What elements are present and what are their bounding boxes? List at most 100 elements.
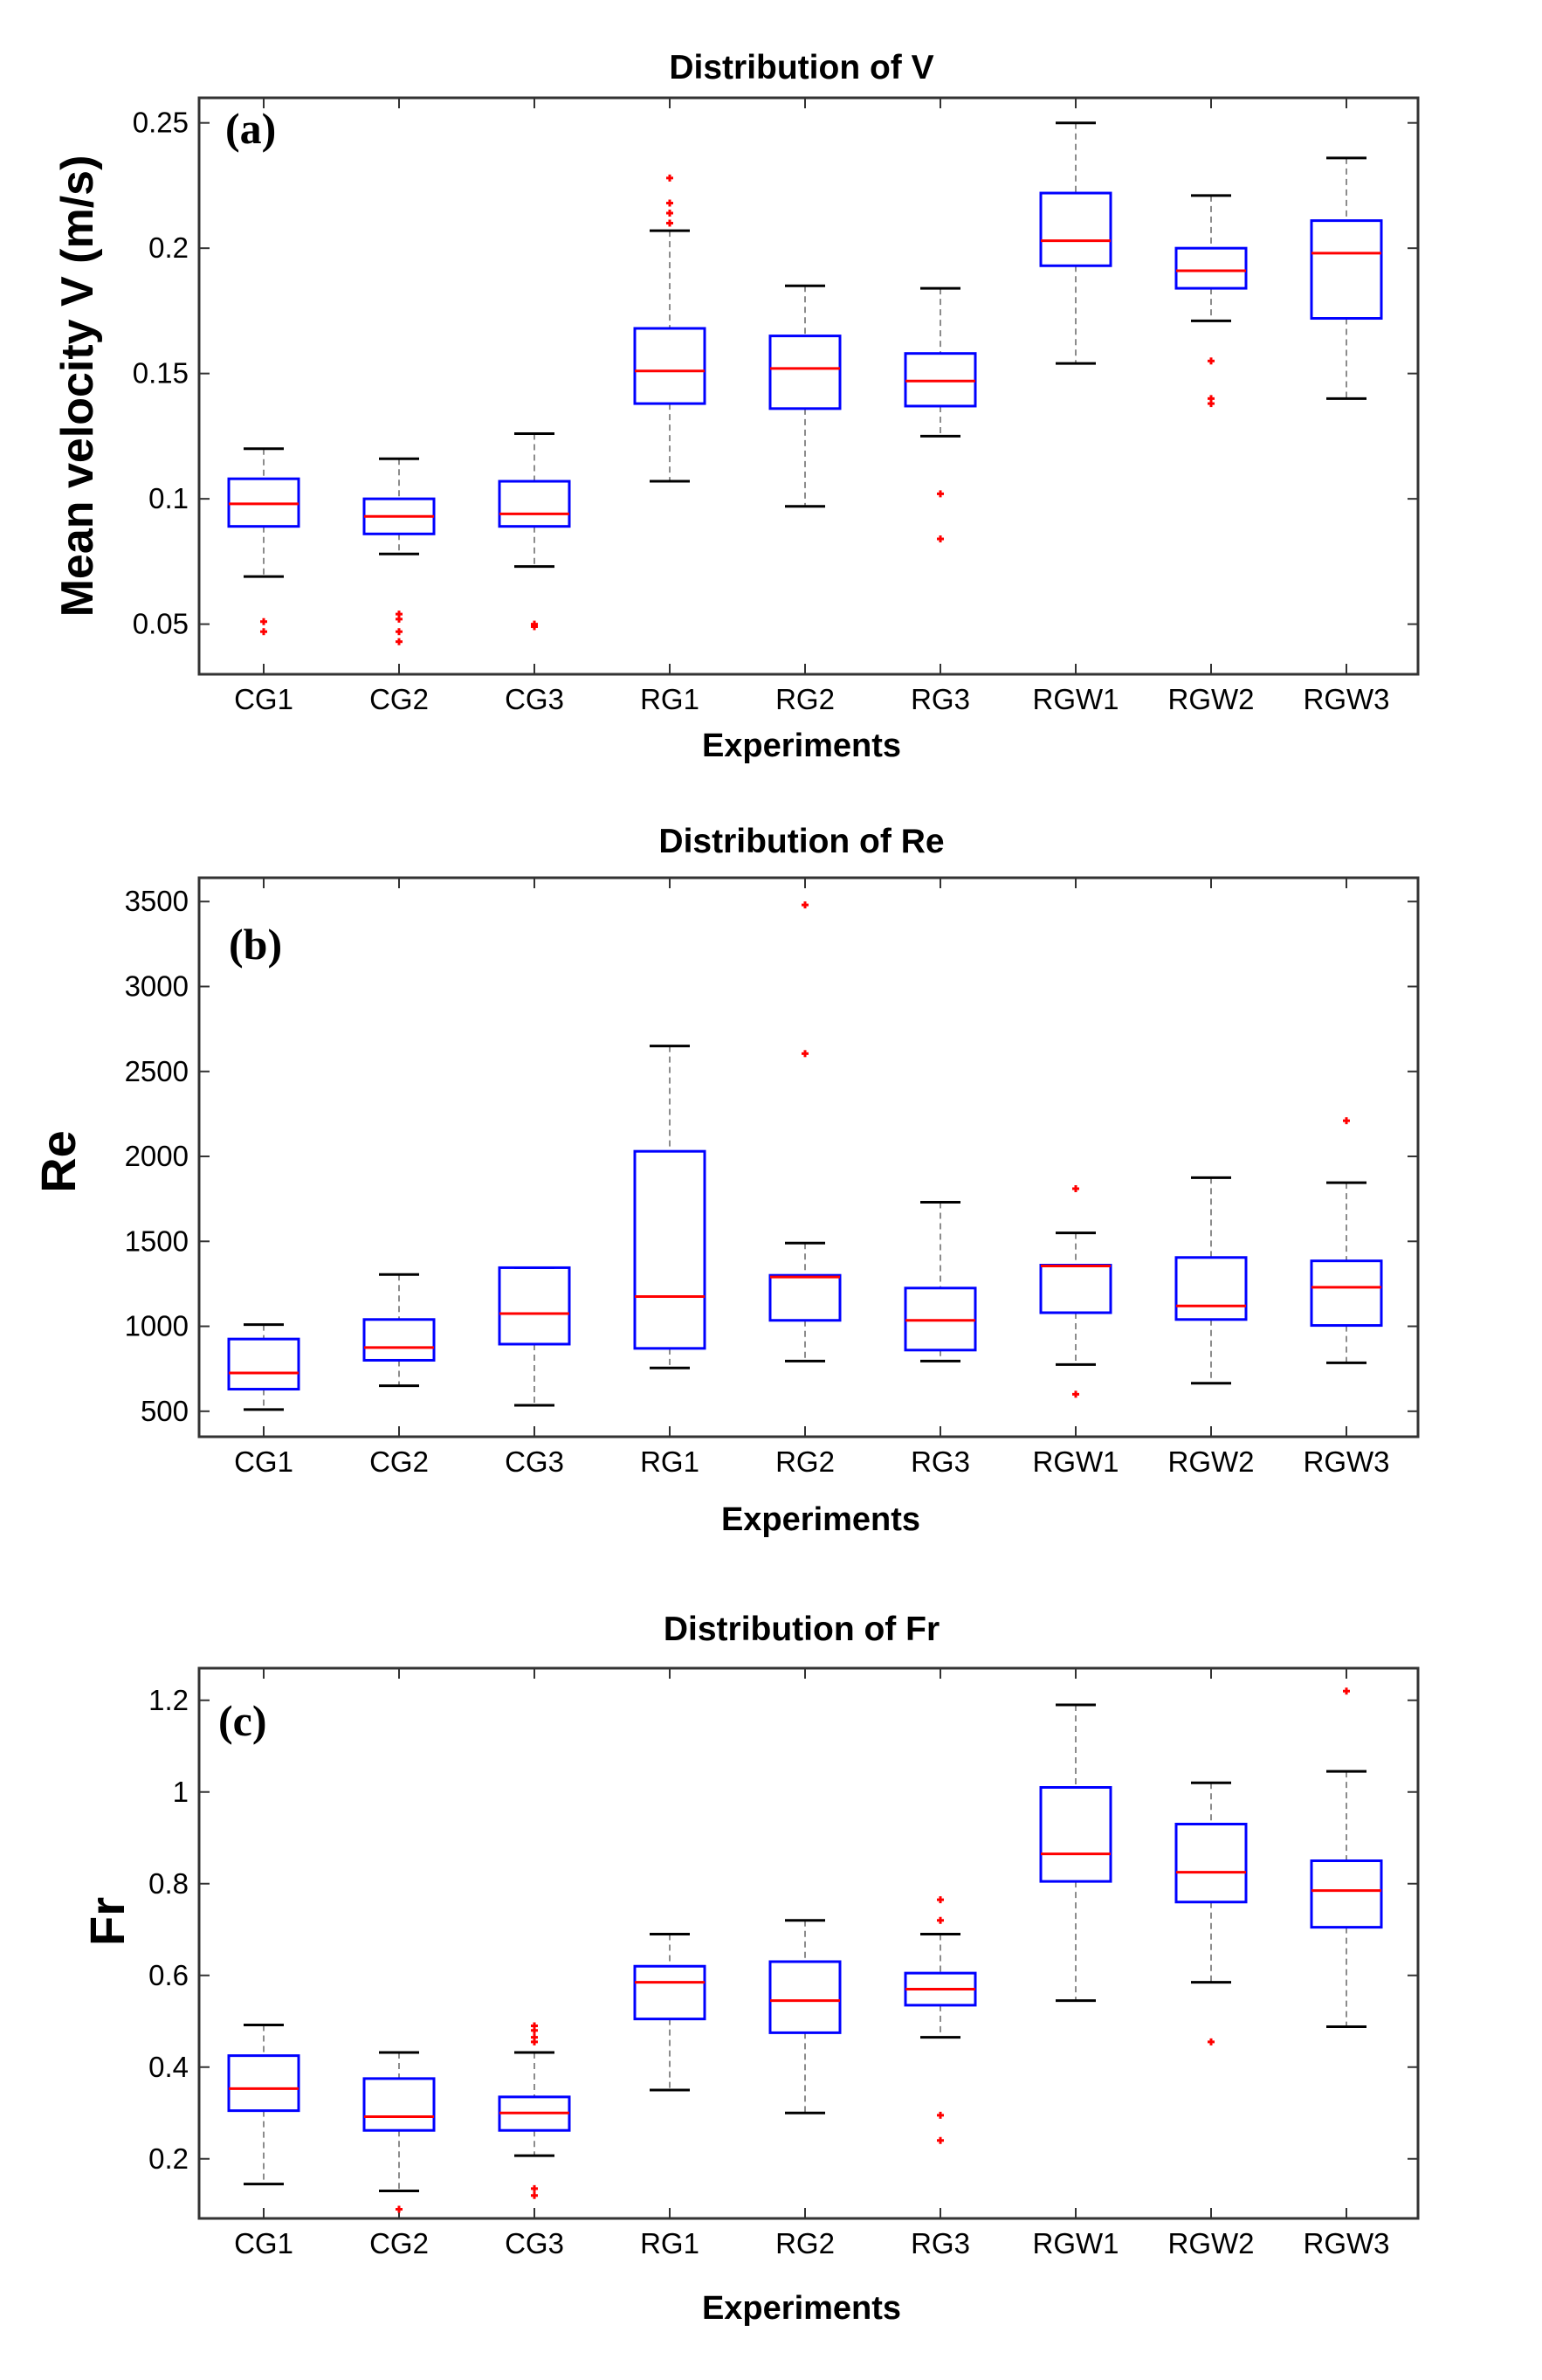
outlier-marker <box>1208 400 1215 408</box>
x-tick-label-rgw1: RGW1 <box>1033 1445 1119 1478</box>
outlier-marker <box>666 210 673 217</box>
outlier-marker <box>531 2191 538 2199</box>
outlier-marker <box>396 615 403 623</box>
outlier-marker <box>1343 1117 1350 1125</box>
box-rg2 <box>768 335 842 410</box>
panel-a-plot: 0.05 0.1 0.15 0.2 0.25 CG1 CG2 CG3 RG1 RG2 RG3 RGW1… <box>133 98 1418 715</box>
y-tick-label: 0.6 <box>148 1959 189 1991</box>
x-tick-label-rg2: RG2 <box>775 2227 835 2259</box>
x-tick-label-cg2: CG2 <box>369 1445 429 1478</box>
outlier-marker <box>1208 2038 1215 2045</box>
box-rgw2 <box>1174 1823 1248 1904</box>
y-tick-label: 0.15 <box>133 357 189 390</box>
y-tick-label: 3500 <box>125 885 189 917</box>
x-tick-label-rgw1: RGW1 <box>1033 683 1119 715</box>
panel-b-label: (b) <box>229 920 282 969</box>
outlier-marker <box>1072 1184 1079 1192</box>
outlier-marker <box>666 174 673 182</box>
outlier-marker <box>531 2038 538 2045</box>
panel-c-axes-frame <box>197 1666 1420 2220</box>
outlier-marker <box>937 2136 944 2144</box>
panel-c: Distribution of Fr 0.2 0.4 0.6 0.8 1 1.2 CG1 CG… <box>79 1611 1420 2327</box>
panel-a-x-axis-label: Experiments <box>702 728 901 764</box>
y-tick-label: 0.2 <box>148 231 189 264</box>
x-tick-label-cg1: CG1 <box>234 2227 293 2259</box>
y-tick-label: 0.2 <box>148 2142 189 2175</box>
box-cg3 <box>498 1266 571 1346</box>
y-tick-label: 1500 <box>125 1224 189 1257</box>
panel-c-label: (c) <box>218 1696 267 1745</box>
box-rgw2 <box>1174 246 1248 290</box>
panel-a-label: (a) <box>225 104 276 153</box>
x-tick-label-rg3: RG3 <box>911 683 970 715</box>
box-rgw1 <box>1039 191 1112 267</box>
outlier-marker <box>937 1896 944 1904</box>
outlier-marker <box>1208 357 1215 365</box>
outlier-marker <box>937 490 944 498</box>
box-rg1 <box>633 1964 706 2021</box>
panel-c-x-axis-label: Experiments <box>702 2290 901 2327</box>
panel-b-title: Distribution of Re <box>658 823 944 860</box>
x-tick-label-rgw2: RGW2 <box>1168 683 1255 715</box>
panel-a-title: Distribution of V <box>669 49 933 86</box>
y-tick-label: 1000 <box>125 1310 189 1342</box>
x-tick-label-rg3: RG3 <box>911 1445 970 1478</box>
x-tick-label-cg3: CG3 <box>505 2227 564 2259</box>
x-tick-label-rg1: RG1 <box>640 683 699 715</box>
x-tick-label-rg3: RG3 <box>911 2227 970 2259</box>
box-rgw1 <box>1039 1786 1112 1883</box>
panel-c-plot: 0.2 0.4 0.6 0.8 1 1.2 CG1 CG2 CG3 RG1 RG2 RG3 RGW1 RG… <box>148 1668 1418 2259</box>
x-tick-label-cg3: CG3 <box>505 1445 564 1478</box>
outlier-marker <box>666 199 673 207</box>
outlier-marker <box>531 2026 538 2034</box>
x-tick-label-rg2: RG2 <box>775 1445 835 1478</box>
outlier-marker <box>396 2205 403 2213</box>
panel-b-y-axis-label: Re <box>31 1130 86 1193</box>
x-tick-label-rgw2: RGW2 <box>1168 1445 1255 1478</box>
x-tick-label-rg1: RG1 <box>640 2227 699 2259</box>
y-tick-label: 2000 <box>125 1140 189 1172</box>
box-cg1 <box>227 2054 300 2113</box>
outlier-marker <box>802 1050 809 1058</box>
x-tick-label-rg1: RG1 <box>640 1445 699 1478</box>
outlier-marker <box>937 1916 944 1924</box>
box-rgw3 <box>1310 1259 1383 1328</box>
panel-a-y-axis-label: Mean velocity V (m/s) <box>52 155 103 617</box>
x-tick-label-rgw3: RGW3 <box>1304 1445 1390 1478</box>
panel-a: Distribution of V 0.05 0.1 0.15 0.2 0.25 CG1 C… <box>52 49 1420 764</box>
x-tick-label-cg2: CG2 <box>369 2227 429 2259</box>
outlier-marker <box>396 638 403 645</box>
y-tick-label: 1 <box>173 1776 189 1808</box>
x-tick-label-cg3: CG3 <box>505 683 564 715</box>
x-tick-label-cg1: CG1 <box>234 1445 293 1478</box>
x-tick-label-cg2: CG2 <box>369 683 429 715</box>
x-tick-label-rgw2: RGW2 <box>1168 2227 1255 2259</box>
panel-c-y-axis-label: Fr <box>79 1897 134 1946</box>
y-tick-label: 0.25 <box>133 107 189 139</box>
outlier-marker <box>937 2111 944 2119</box>
panel-a-axes-frame <box>197 96 1420 676</box>
outlier-marker <box>937 535 944 543</box>
y-tick-label: 0.05 <box>133 608 189 640</box>
outlier-marker <box>260 617 267 625</box>
box-cg2 <box>362 1318 436 1362</box>
x-tick-label-rgw3: RGW3 <box>1304 683 1390 715</box>
y-tick-label: 3000 <box>125 969 189 1002</box>
panel-c-title: Distribution of Fr <box>664 1611 940 1648</box>
outlier-marker <box>666 219 673 227</box>
panel-b-x-axis-label: Experiments <box>721 1501 920 1538</box>
box-rgw3 <box>1310 1859 1383 1929</box>
y-tick-label: 1.2 <box>148 1684 189 1716</box>
box-rg1 <box>633 1149 706 1350</box>
panel-b-plot: 500 1000 1500 2000 2500 3000 3500 CG1 CG2 CG3 RG1 R… <box>125 878 1418 1478</box>
box-cg2 <box>362 2077 436 2132</box>
box-cg3 <box>498 479 571 528</box>
x-tick-label-rgw3: RGW3 <box>1304 2227 1390 2259</box>
box-rgw2 <box>1174 1256 1248 1321</box>
x-tick-label-cg1: CG1 <box>234 683 293 715</box>
outlier-marker <box>260 628 267 636</box>
y-tick-label: 500 <box>141 1395 189 1427</box>
y-tick-label: 0.8 <box>148 1867 189 1900</box>
outlier-marker <box>1072 1390 1079 1398</box>
